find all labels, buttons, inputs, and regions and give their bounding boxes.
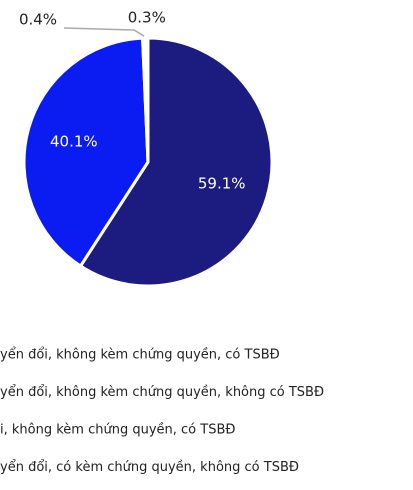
pie-slice: [78, 36, 274, 288]
slice-label: 0.3%: [128, 9, 166, 27]
legend-label: yển đổi, có kèm chứng quyền, không có TS…: [0, 460, 299, 475]
leader-line: [63, 27, 145, 37]
slice-label: 0.4%: [19, 11, 57, 29]
legend-label: yển đổi, không kèm chứng quyền, có TSBĐ: [0, 348, 280, 363]
legend-label: yển đổi, không kèm chứng quyền, không có…: [0, 385, 324, 400]
slice-label: 40.1%: [50, 132, 98, 150]
pie-slice: [144, 36, 150, 163]
slice-label: 59.1%: [198, 174, 246, 192]
legend-label: i, không kèm chứng quyền, có TSBĐ: [0, 423, 235, 438]
pie-slice: [22, 36, 150, 269]
